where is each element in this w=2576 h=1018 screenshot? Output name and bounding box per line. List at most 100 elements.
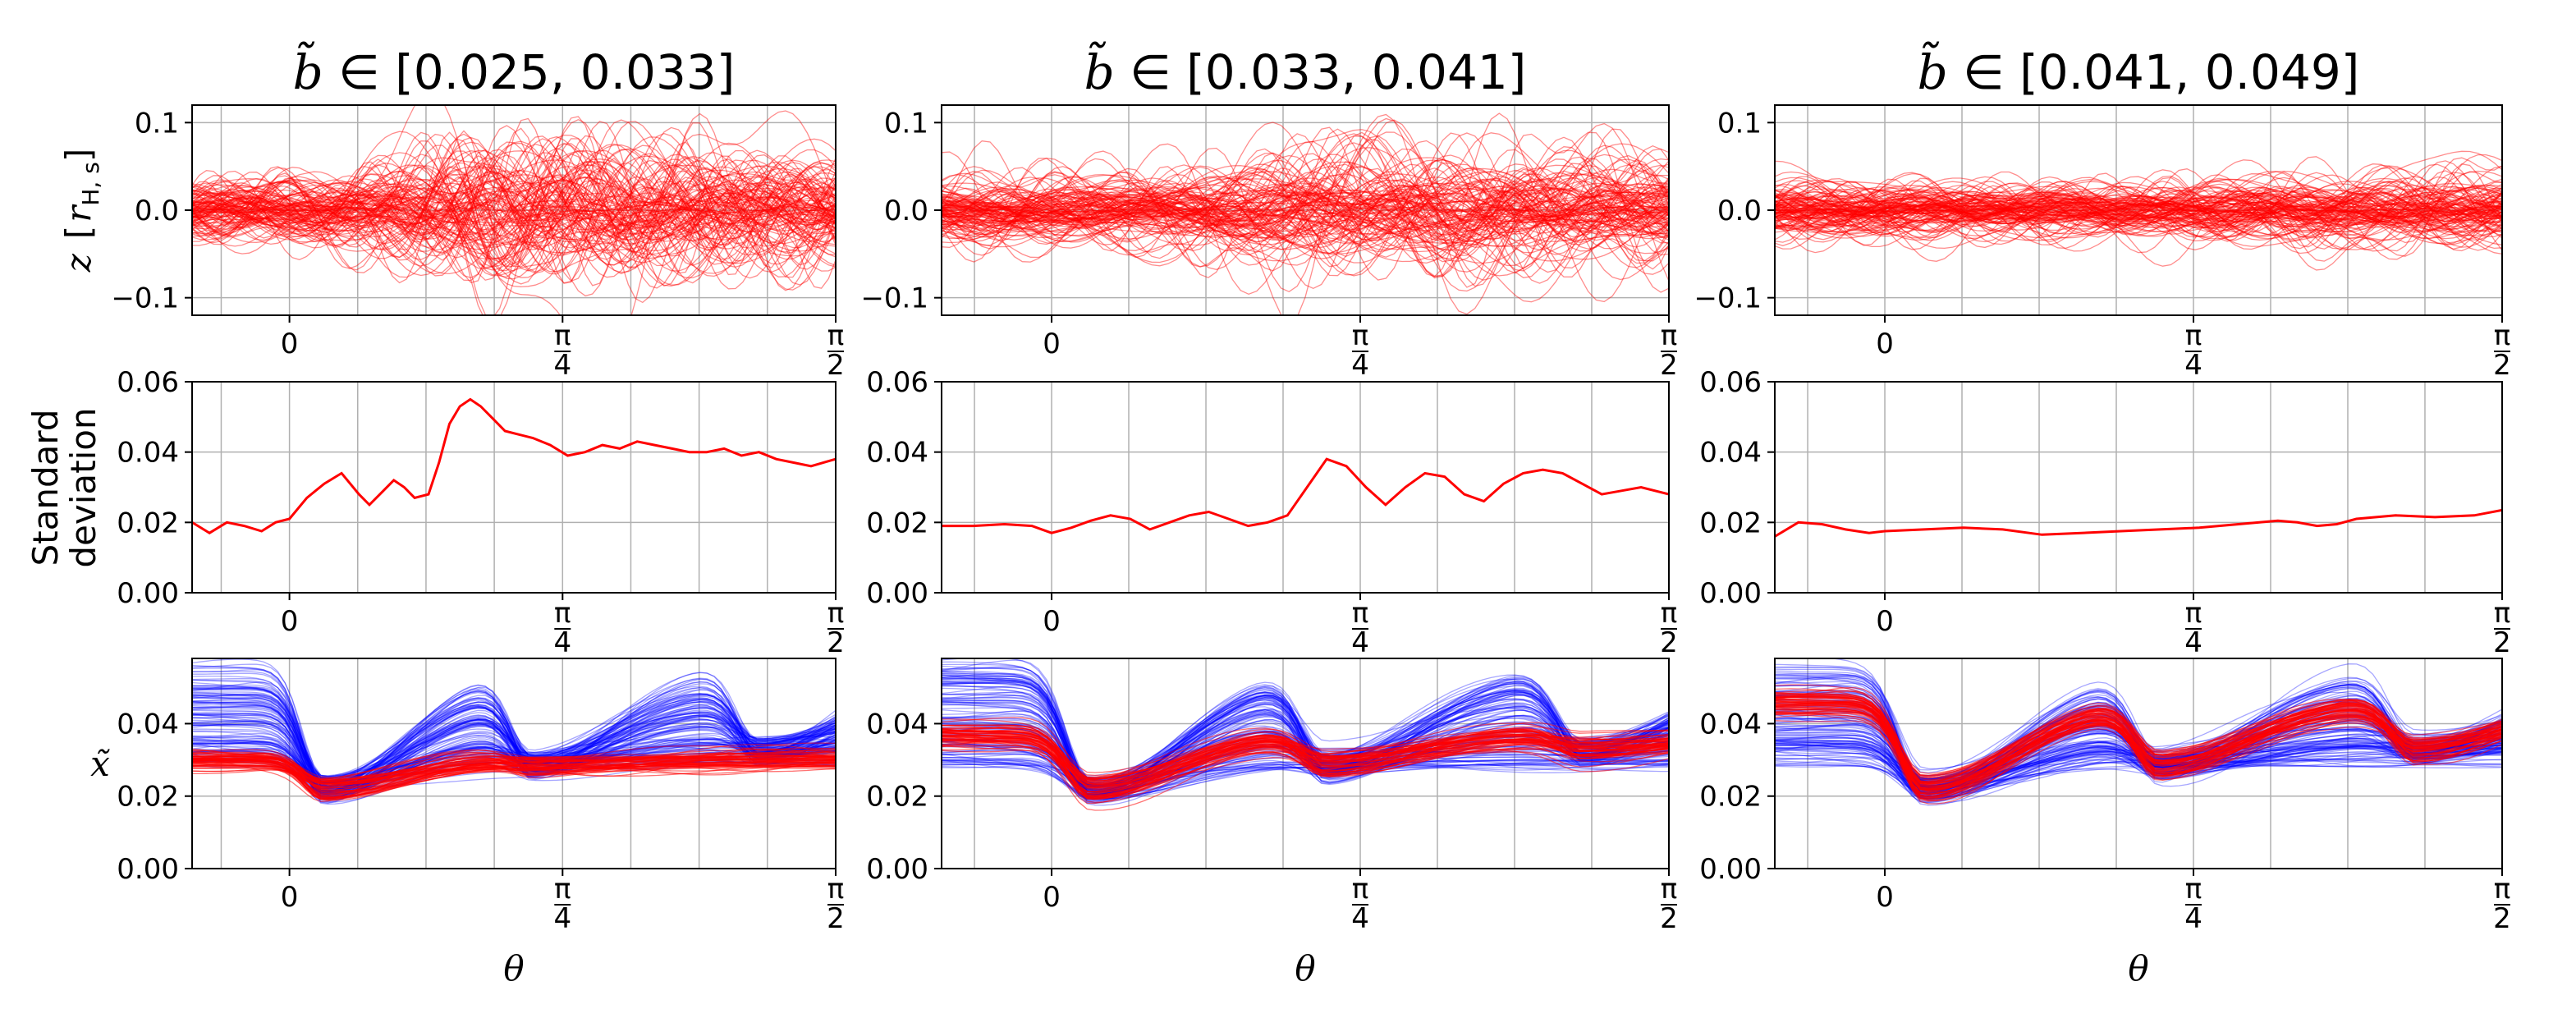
- x-tick-numerator: π: [2185, 597, 2202, 630]
- trajectory-line: [942, 132, 1669, 273]
- trajectory-line: [1775, 190, 2502, 227]
- trajectory-line: [1775, 186, 2502, 222]
- column-title-var: b̃: [293, 41, 323, 100]
- trajectory-line: [192, 121, 836, 277]
- trajectory-line: [1775, 154, 2502, 267]
- x-tick-numerator: π: [2185, 873, 2202, 906]
- x-tick-numerator: π: [1352, 873, 1368, 906]
- all-trajectory-line: [942, 671, 1669, 789]
- trajectory-line: [192, 188, 836, 229]
- all-trajectory-line: [192, 685, 836, 784]
- trajectory-line: [1775, 193, 2502, 230]
- all-trajectory-line: [942, 676, 1669, 788]
- y-tick-label: −0.1: [1694, 282, 1762, 315]
- all-trajectory-line: [192, 695, 836, 787]
- trajectory-line: [1775, 177, 2502, 240]
- trajectory-line: [1775, 185, 2502, 232]
- trajectory-line: [1775, 177, 2502, 241]
- all-trajectory-line: [192, 686, 836, 782]
- y-tick-label: 0.02: [866, 507, 928, 539]
- all-trajectory-line: [942, 675, 1669, 787]
- trajectory-line: [192, 173, 836, 247]
- all-trajectory-line: [192, 697, 836, 793]
- x-axis-label: θ: [2128, 948, 2148, 988]
- all-trajectory-line: [1775, 744, 2502, 791]
- selected-trajectory-line: [942, 737, 1669, 778]
- column-title-op: ∈: [323, 44, 395, 100]
- all-trajectory-line: [1775, 760, 2502, 795]
- trajectory-line: [192, 159, 836, 276]
- trajectory-line: [192, 188, 836, 245]
- trajectory-line: [942, 189, 1669, 235]
- trajectory-line: [942, 199, 1669, 218]
- all-trajectory-line: [192, 702, 836, 791]
- all-trajectory-line: [192, 738, 836, 777]
- std-line: [1775, 508, 2502, 538]
- x-tick-denominator: 4: [553, 349, 571, 382]
- trajectory-line: [942, 173, 1669, 245]
- trajectory-line: [192, 122, 836, 289]
- trajectory-line: [1775, 189, 2502, 223]
- all-trajectory-line: [1775, 754, 2502, 776]
- trajectory-line: [1775, 186, 2502, 240]
- trajectory-line: [192, 177, 836, 268]
- trajectory-line: [1775, 202, 2502, 219]
- trajectory-line: [1775, 176, 2502, 251]
- trajectory-line: [1775, 181, 2502, 238]
- trajectory-line: [942, 184, 1669, 238]
- all-trajectory-line: [1775, 740, 2502, 798]
- trajectory-line: [1775, 190, 2502, 232]
- selected-trajectory-line: [1775, 705, 2502, 791]
- trajectory-line: [942, 165, 1669, 253]
- trajectory-line: [942, 131, 1669, 277]
- trajectory-line: [192, 131, 836, 285]
- column-title-range: [0.025, 0.033]: [395, 44, 735, 100]
- trajectory-line: [192, 141, 836, 255]
- trajectory-line: [1775, 178, 2502, 241]
- trajectory-line: [192, 155, 836, 247]
- trajectory-line: [192, 118, 836, 289]
- y-tick-label: 0.00: [117, 577, 179, 610]
- trajectory-line: [192, 183, 836, 241]
- all-trajectory-line: [192, 705, 836, 782]
- trajectory-line: [942, 158, 1669, 254]
- all-trajectory-line: [942, 699, 1669, 786]
- selected-trajectory-line: [192, 753, 836, 786]
- trajectory-line: [942, 180, 1669, 235]
- trajectory-line: [192, 133, 836, 275]
- y-tick-label: 0.02: [1699, 507, 1762, 539]
- trajectory-line: [942, 171, 1669, 245]
- all-trajectory-line: [942, 667, 1669, 785]
- all-trajectory-line: [192, 686, 836, 783]
- all-trajectory-line: [942, 672, 1669, 794]
- x-tick-denominator: 4: [553, 626, 571, 659]
- trajectory-line: [942, 164, 1669, 263]
- trajectory-line: [942, 126, 1669, 269]
- trajectory-line: [192, 171, 836, 263]
- trajectory-line: [192, 142, 836, 277]
- trajectory-line: [942, 174, 1669, 242]
- x-tick-label: 0: [1876, 328, 1894, 360]
- trajectory-line: [192, 138, 836, 270]
- all-trajectory-line: [192, 714, 836, 779]
- trajectory-line: [192, 149, 836, 273]
- trajectory-line: [942, 135, 1669, 292]
- all-trajectory-line: [942, 704, 1669, 793]
- trajectory-line: [942, 112, 1669, 293]
- trajectory-line: [942, 131, 1669, 293]
- trajectory-line: [1775, 159, 2502, 252]
- trajectory-line: [1775, 193, 2502, 233]
- axes-frame: [191, 658, 837, 869]
- trajectory-line: [1775, 187, 2502, 232]
- all-trajectory-line: [192, 714, 836, 794]
- trajectory-line: [1775, 184, 2502, 232]
- all-trajectory-line: [192, 679, 836, 796]
- trajectory-line: [1775, 160, 2502, 254]
- selected-trajectory-line: [192, 744, 836, 787]
- trajectory-line: [1775, 172, 2502, 242]
- all-trajectory-line: [192, 714, 836, 796]
- selected-trajectory-line: [192, 759, 836, 780]
- trajectory-line: [942, 166, 1669, 252]
- all-trajectory-line: [192, 688, 836, 788]
